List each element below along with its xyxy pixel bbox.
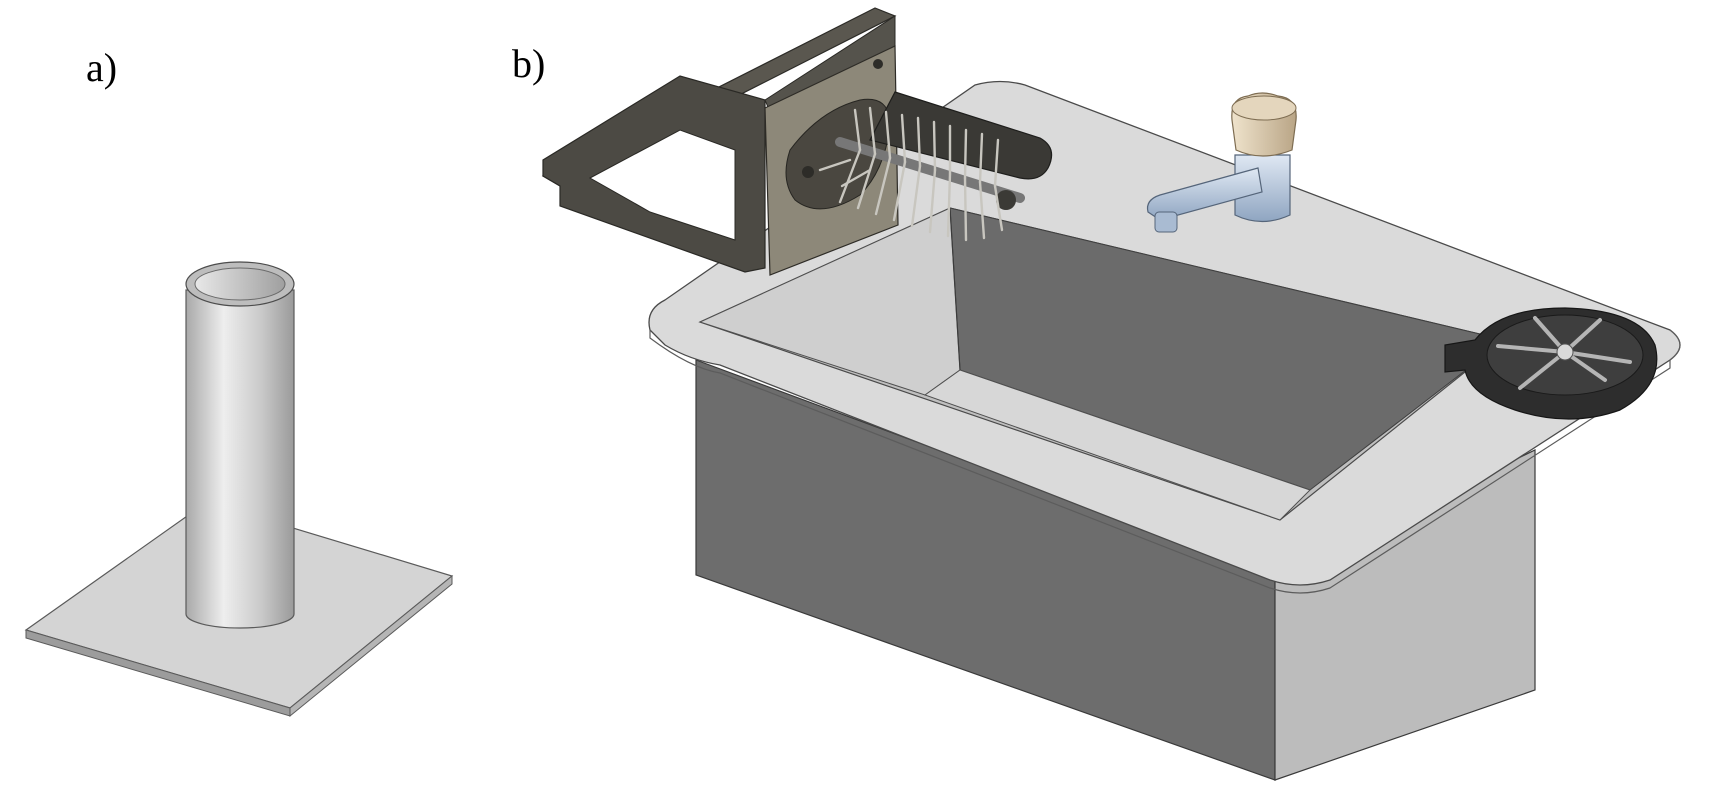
brush-bracket: [541, 7, 899, 276]
drain-rack: [1444, 307, 1658, 420]
roller-housing: [869, 91, 1053, 180]
sink-rim-edge: [649, 329, 1681, 594]
basin-floor: [923, 369, 1311, 521]
roller-shaft: [835, 137, 1025, 203]
basin-corner-line: [949, 207, 961, 371]
bracket-window: [588, 129, 736, 241]
faucet-knob-top: [1231, 95, 1297, 121]
mount-bolt-1: [873, 59, 883, 69]
faucet: [1146, 92, 1297, 233]
roller-end-knob: [996, 190, 1016, 210]
base-plate-edge-right: [289, 574, 453, 718]
panel-label-b: b): [512, 41, 546, 86]
faucet-nozzle: [1154, 211, 1178, 233]
brush-bristles: [818, 106, 1004, 242]
brush-mount-gasket: [785, 98, 891, 210]
tube-opening: [194, 267, 286, 301]
tube-body: [185, 289, 295, 629]
sink-assembly-drawing: [541, 7, 1681, 781]
panel-label-a: a): [86, 45, 118, 90]
drain-rack-hub: [1556, 343, 1574, 361]
brush-roller: [818, 91, 1053, 242]
mount-bolt-2: [802, 166, 814, 178]
tube-stand-drawing: [24, 261, 454, 718]
